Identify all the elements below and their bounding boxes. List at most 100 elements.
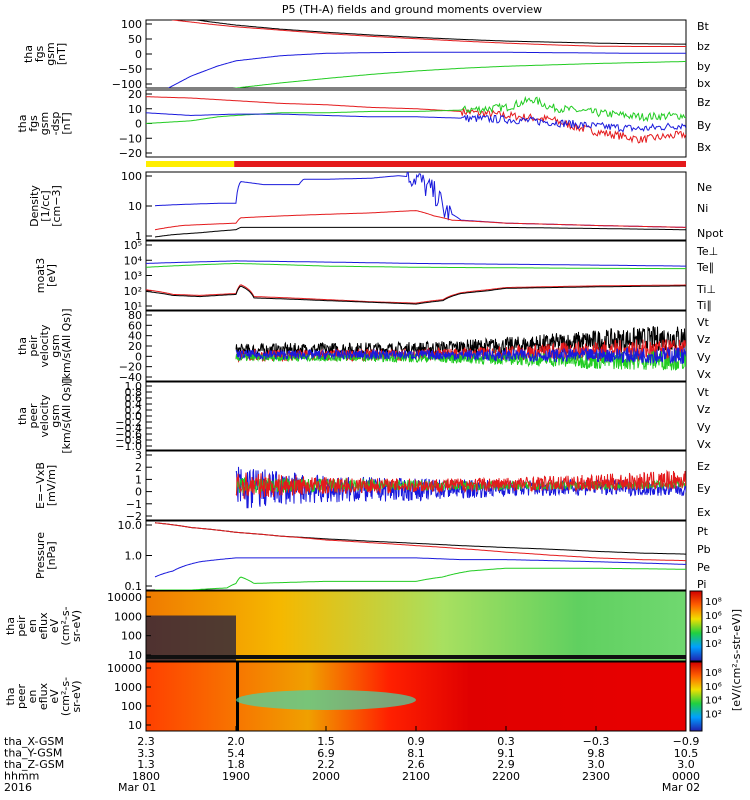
colorbar-tick-label: 10² [705,639,722,650]
orbit-y-value: 5.4 [227,747,245,760]
time-label: 1900 [222,770,250,783]
orbit-y-value: 10.5 [674,747,699,760]
plot-title: P5 (TH-A) fields and ground moments over… [282,3,542,16]
y-tick-label: 10 [128,103,142,116]
y-tick-label: 10 [128,719,142,732]
y-tick-label: 0.0 [125,410,143,423]
y-axis-label: gsm [44,42,57,65]
legend-bx: bx [697,77,711,90]
y-axis-label: tha [4,617,17,635]
legend-Pe: Pe [697,561,710,574]
colorbar-tick-label: 10⁶ [705,682,722,693]
series-Te∥ [146,260,686,267]
y-tick-label: −2 [126,510,142,523]
y-axis-label: sr-eV) [70,680,83,712]
legend-Bx: Bx [697,141,712,154]
y-tick-label: −20 [119,147,142,160]
y-axis-label: gsm [49,334,62,357]
legend-Ex: Ex [697,506,711,519]
y-axis-label: tha [4,687,17,705]
y-axis-label: eV [48,689,61,704]
orbit-x-value: 2.3 [137,735,155,748]
series-by [232,61,686,88]
time-label: 2000 [312,770,340,783]
colorbar-tick-label: 10⁸ [705,668,722,679]
y-axis-label: (cm²-s- [59,677,72,716]
legend-Ti∥: Ti∥ [696,299,712,312]
orbit-z-value: 3.0 [587,758,605,771]
orbit-z-value: 2.6 [407,758,425,771]
date-end-label: Mar 02 [662,781,700,794]
orbit-row-label: tha_X-GSM [4,735,64,748]
series-bz [171,20,686,47]
y-tick-label: 0.2 [125,404,143,417]
legend-Vy: Vy [697,351,711,364]
series-Ti∥ [146,262,686,270]
y-tick-label: 20 [128,340,142,353]
spectrogram-green-band [236,689,416,710]
panel-frame-3 [145,240,687,311]
y-axis-label: peer [15,684,28,710]
legend-Te∥: Te∥ [696,261,714,274]
orbit-y-value: 9.8 [587,747,605,760]
series-By [146,95,686,124]
panel-frame-6 [145,450,687,521]
spectrogram-9 [146,662,686,731]
orbit-x-value: 1.5 [317,735,335,748]
y-tick-label: −1 [126,498,142,511]
y-tick-label: 0 [135,48,142,61]
y-tick-label: 0.1 [125,580,143,593]
y-axis-label: Density [28,185,41,227]
legend-Vx: Vx [697,438,712,451]
y-axis-label: peir [27,335,40,357]
y-tick-label: −0.2 [115,416,142,429]
y-tick-label: 1 [135,473,142,486]
y-axis-label: eflux [37,682,50,710]
time-label: 2300 [582,770,610,783]
orbit-z-value: 2.2 [317,758,335,771]
orbit-y-value: 3.3 [137,747,155,760]
colorbar-tick-label: 10⁸ [705,597,722,608]
colorbar-tick-label: 10² [705,709,722,720]
orbit-row-label: 2016 [4,781,32,794]
y-tick-label: −40 [119,371,142,384]
y-tick-label: 100 [121,170,142,183]
legend-by: by [697,60,711,73]
legend-Ni: Ni [697,202,708,215]
y-axis-label: [km/s(All Qs)] [60,378,73,453]
legend-Bt: Bt [697,20,710,33]
orbit-y-value: 9.1 [497,747,515,760]
spectrogram-gap [236,662,239,731]
legend-Bz: Bz [697,96,711,109]
y-tick-label: 0 [135,350,142,363]
series-Ni [154,226,686,238]
series-Pb [154,522,686,562]
y-axis-label: tha [16,114,29,132]
y-axis-label: peir [15,615,28,637]
y-axis-label: tha [16,407,29,425]
y-axis-label: eflux [37,612,50,640]
y-axis-label: tha [22,45,35,63]
legend-Vt: Vt [697,386,710,399]
y-axis-label: tha [16,337,29,355]
status-bar-red [234,161,686,167]
y-tick-label: −1.0 [115,440,142,453]
orbit-x-value: 0.9 [407,735,425,748]
y-tick-label: 100 [121,630,142,643]
spectrogram-low-flux [146,615,236,661]
y-tick-label: 10000 [107,662,142,675]
y-axis-label: sr-eV) [70,610,83,642]
orbit-z-value: 1.8 [227,758,245,771]
y-axis-label: -dsp [49,112,62,136]
series-Bt [193,20,686,45]
legend-Vx: Vx [697,368,712,381]
orbit-y-value: 6.9 [317,747,335,760]
spectrogram-floor [146,655,686,659]
time-label: 2100 [402,770,430,783]
colorbar-label: [eV/(cm²-s-str-eV)] [730,609,743,711]
legend-Pt: Pt [697,525,709,538]
y-axis-label: [eV] [45,264,58,287]
colorbar-tick-label: 10⁴ [705,696,722,707]
y-axis-label: en [26,619,39,633]
y-tick-label: 1.0 [125,380,143,393]
